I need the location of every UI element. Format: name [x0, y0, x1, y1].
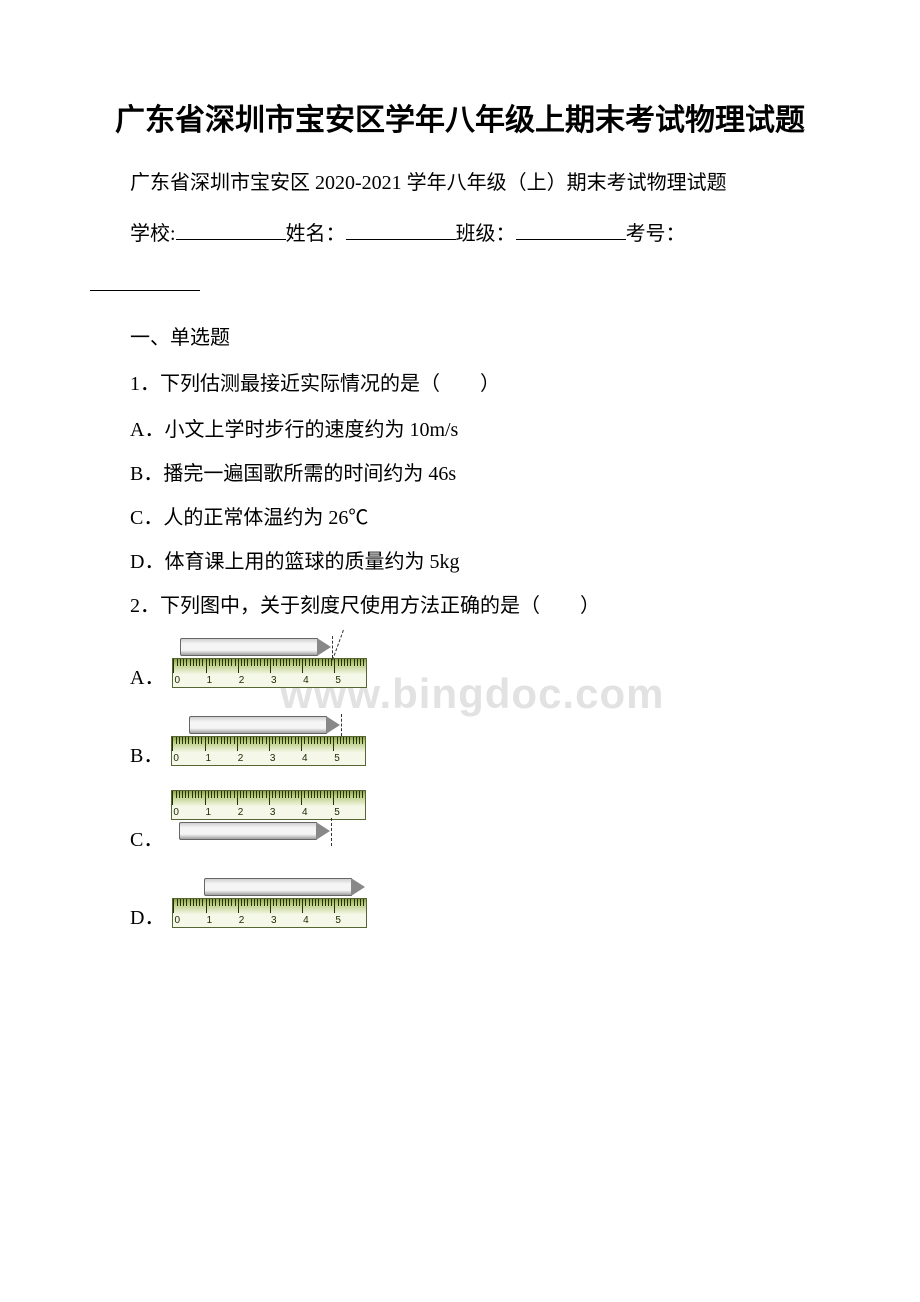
q1-optD: D．体育课上用的篮球的质量约为 5kg — [90, 542, 830, 582]
pencil-icon — [180, 638, 318, 656]
ruler-ticks — [173, 899, 366, 913]
name-blank[interactable] — [346, 216, 456, 240]
sight-line-icon — [332, 630, 344, 660]
ruler-ticks — [172, 737, 365, 751]
ruler-labels: 012345 — [173, 915, 366, 926]
pencil-icon — [189, 716, 327, 734]
examno-blank-row — [90, 266, 830, 304]
pencil-icon — [179, 822, 317, 840]
q2-optD-letter: D． — [130, 901, 164, 932]
q2-option-C: C． 012345 — [90, 788, 830, 854]
examno-field: 考号： — [626, 210, 686, 258]
ruler-labels: 012345 — [172, 753, 365, 764]
q1-optC: C．人的正常体温约为 26℃ — [90, 498, 830, 538]
ruler-labels: 012345 — [172, 807, 365, 818]
examno-blank[interactable] — [90, 267, 200, 291]
q2-optA-letter: A． — [130, 661, 164, 692]
sight-line-vertical-icon — [332, 636, 333, 658]
name-label: 姓名： — [286, 210, 346, 258]
ruler-ticks — [172, 791, 365, 805]
sight-line-icon — [331, 818, 332, 846]
student-info-row: 学校: 姓名： 班级： 考号： — [90, 210, 830, 258]
class-blank[interactable] — [516, 216, 626, 240]
q2-optC-letter: C． — [130, 823, 163, 854]
document-content: 广东省深圳市宝安区学年八年级上期末考试物理试题 广东省深圳市宝安区 2020-2… — [90, 100, 830, 932]
q2-stem: 2．下列图中，关于刻度尺使用方法正确的是（ ） — [90, 586, 830, 626]
q2-optB-letter: B． — [130, 739, 163, 770]
q1-optB: B．播完一遍国歌所需的时间约为 46s — [90, 454, 830, 494]
ruler-diagram-B: 012345 — [171, 710, 371, 770]
ruler-icon: 012345 — [171, 790, 366, 820]
ruler-icon: 012345 — [172, 898, 367, 928]
ruler-diagram-C: 012345 — [171, 788, 371, 854]
pencil-icon — [204, 878, 352, 896]
q2-option-A: A． 012345 — [90, 632, 830, 692]
class-label: 班级： — [456, 210, 516, 258]
ruler-labels: 012345 — [173, 675, 366, 686]
ruler-diagram-A: 012345 — [172, 632, 372, 692]
school-label: 学校: — [130, 210, 176, 258]
school-blank[interactable] — [176, 216, 286, 240]
ruler-ticks — [173, 659, 366, 673]
examno-label: 考号： — [626, 210, 686, 258]
q1-optA: A．小文上学时步行的速度约为 10m/s — [90, 410, 830, 450]
page-title: 广东省深圳市宝安区学年八年级上期末考试物理试题 — [90, 100, 830, 142]
name-field: 姓名： — [286, 210, 456, 258]
ruler-diagram-D: 012345 — [172, 872, 372, 932]
q1-stem: 1．下列估测最接近实际情况的是（ ） — [90, 364, 830, 404]
q2-option-B: B． 012345 — [90, 710, 830, 770]
sight-line-icon — [341, 714, 342, 736]
school-field: 学校: — [130, 210, 286, 258]
subtitle: 广东省深圳市宝安区 2020-2021 学年八年级（上）期末考试物理试题 — [90, 164, 830, 202]
class-field: 班级： — [456, 210, 626, 258]
q2-option-D: D． 012345 — [90, 872, 830, 932]
ruler-icon: 012345 — [172, 658, 367, 688]
section-1-header: 一、单选题 — [90, 318, 830, 358]
ruler-icon: 012345 — [171, 736, 366, 766]
